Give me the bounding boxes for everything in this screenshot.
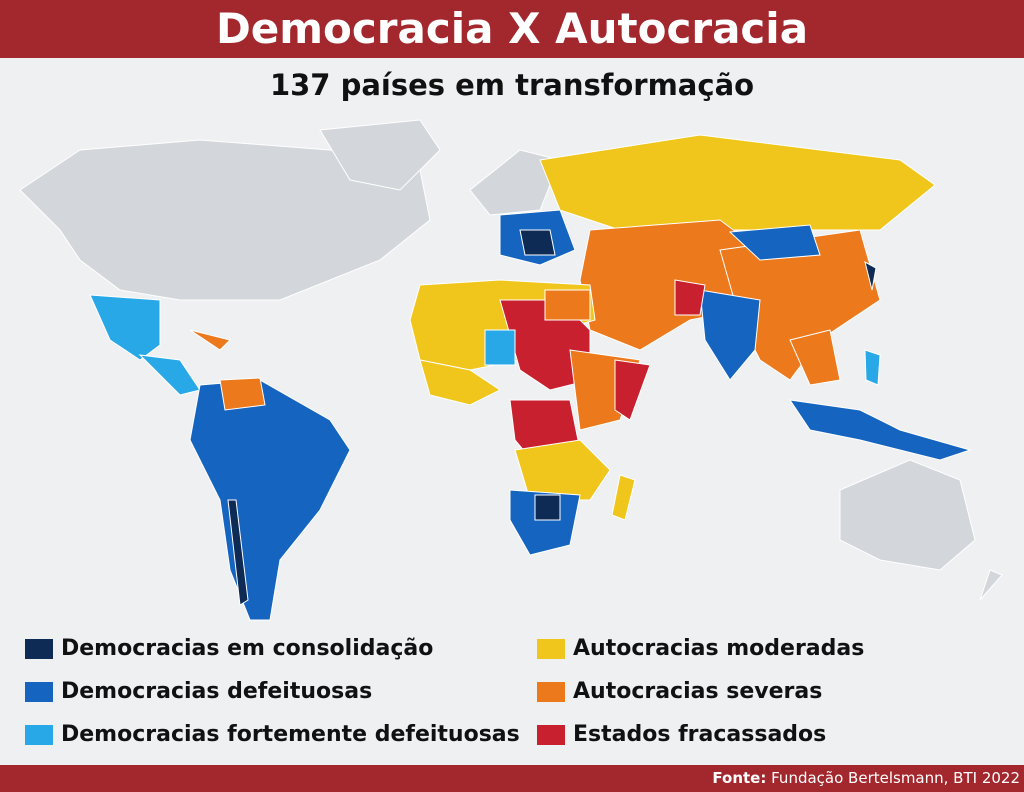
southeast-asia xyxy=(789,329,841,386)
legend-swatch xyxy=(537,724,565,745)
niger xyxy=(484,329,516,366)
south-america xyxy=(189,379,351,621)
horn-of-africa xyxy=(614,359,651,421)
legend-item: Democracias defeituosas xyxy=(25,679,372,704)
subtitle: 137 países em transformação xyxy=(269,68,755,102)
afghanistan xyxy=(674,279,706,316)
madagascar xyxy=(611,474,636,521)
title: Democracia X Autocracia xyxy=(215,4,809,53)
legend-swatch xyxy=(25,724,53,745)
mongolia xyxy=(728,224,821,261)
legend-swatch xyxy=(537,638,565,659)
north-america xyxy=(19,139,431,301)
russia xyxy=(539,134,936,231)
indonesia xyxy=(788,399,972,461)
greenland xyxy=(319,119,441,191)
legend-swatch xyxy=(25,681,53,702)
egypt xyxy=(544,289,591,321)
south-africa xyxy=(509,489,581,556)
header: Democracia X Autocracia xyxy=(0,0,1024,58)
legend-item: Estados fracassados xyxy=(537,722,826,747)
source: Fundação Bertelsmann, BTI 2022 xyxy=(771,769,1020,787)
botswana xyxy=(534,494,561,521)
central-america xyxy=(138,354,201,396)
philippines xyxy=(864,349,881,386)
legend-label: Democracias defeituosas xyxy=(61,679,373,704)
west-africa xyxy=(419,359,501,406)
legend-item: Democracias fortemente defeituosas xyxy=(25,722,520,747)
india xyxy=(699,289,761,381)
source-label: Fonte: xyxy=(712,769,767,787)
venezuela xyxy=(219,377,266,411)
footer: Fonte: Fundação Bertelsmann, BTI 2022 xyxy=(0,765,1024,792)
caribbean xyxy=(189,329,231,351)
mexico xyxy=(89,294,161,361)
legend-label: Estados fracassados xyxy=(573,722,827,747)
legend-item: Democracias em consolidação xyxy=(25,636,433,661)
legend-item: Autocracias severas xyxy=(537,679,822,704)
legend-label: Autocracias severas xyxy=(573,679,823,704)
south-korea xyxy=(864,261,877,291)
legend-swatch xyxy=(25,638,53,659)
legend-label: Democracias em consolidação xyxy=(61,636,434,661)
legend-label: Democracias fortemente defeituosas xyxy=(61,722,520,747)
central-europe xyxy=(519,229,556,256)
legend-item: Autocracias moderadas xyxy=(537,636,864,661)
legend-swatch xyxy=(537,681,565,702)
legend-label: Autocracias moderadas xyxy=(573,636,865,661)
australia xyxy=(839,459,976,571)
chile xyxy=(227,499,249,606)
new-zealand xyxy=(979,569,1003,601)
